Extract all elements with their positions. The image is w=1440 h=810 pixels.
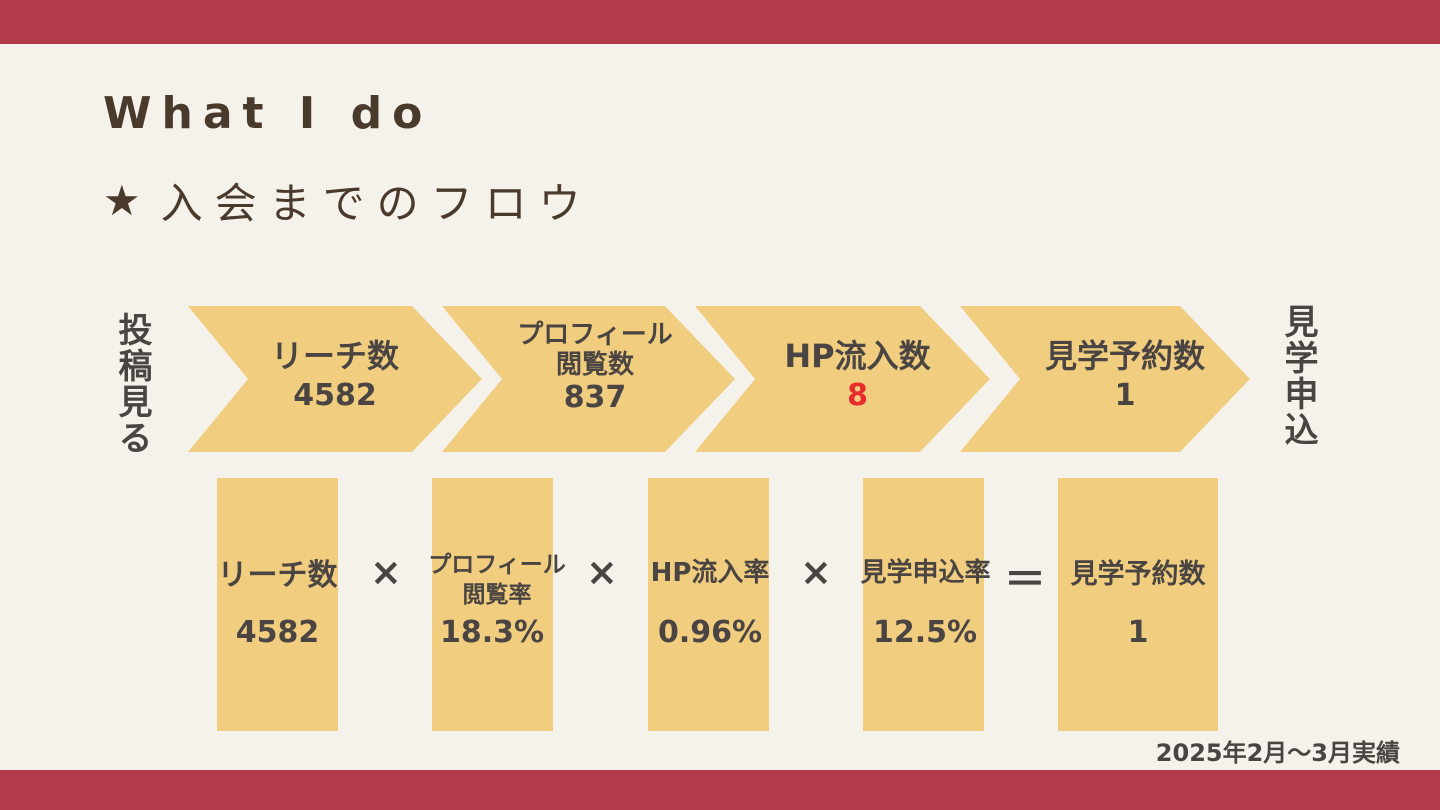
top-accent-bar	[0, 0, 1440, 44]
calc-value-visit-rate: 12.5%	[872, 615, 978, 650]
star-icon: ★	[103, 176, 153, 225]
calc-label-profile: プロフィール 閲覧率	[412, 550, 582, 610]
calc-label-reach: リーチ数	[217, 558, 338, 593]
calc-label-line2: 閲覧率	[462, 582, 532, 608]
calc-label-hp-rate: HP流入率	[650, 558, 770, 588]
page-subtitle: ★ 入会までのフロウ	[103, 170, 593, 231]
flow-step-value: 8	[847, 378, 868, 413]
calc-column-2	[432, 478, 553, 731]
flow-end-label: 見学申込	[1278, 304, 1318, 448]
calc-column-1	[217, 478, 338, 731]
flow-step-hp: HP流入数 8	[745, 338, 970, 413]
calc-column-5	[1058, 478, 1218, 731]
calc-value-hp-rate: 0.96%	[657, 615, 763, 650]
flow-step-label-line1: プロフィール	[517, 320, 673, 350]
multiply-icon: ×	[370, 550, 402, 594]
calc-column-4	[863, 478, 984, 731]
calc-column-3	[648, 478, 769, 731]
flow-step-value: 837	[563, 380, 627, 415]
equals-icon: ＝	[1004, 555, 1047, 604]
flow-step-value: 1	[1114, 378, 1136, 413]
subtitle-text: 入会までのフロウ	[160, 179, 593, 228]
flow-step-label: HP流入数	[784, 337, 931, 375]
calc-value-profile-rate: 18.3%	[439, 615, 545, 650]
calc-label-visit-count: 見学予約数	[1070, 559, 1206, 590]
calc-label-line1: プロフィール	[428, 552, 566, 578]
bottom-accent-bar	[0, 770, 1440, 810]
flow-step-visit: 見学予約数 1	[1010, 338, 1240, 413]
chevron-2	[442, 306, 735, 452]
multiply-icon: ×	[586, 550, 618, 594]
calc-value-visit-count: 1	[1127, 615, 1149, 650]
flow-step-profile: プロフィール 閲覧数 837	[480, 320, 710, 415]
chevron-4	[960, 306, 1250, 452]
page-title: What I do	[103, 88, 433, 139]
calc-value-reach: 4582	[235, 615, 320, 650]
flow-step-label-line2: 閲覧数	[555, 350, 634, 380]
chevron-1	[188, 306, 482, 452]
flow-step-label: リーチ数	[270, 337, 399, 375]
flow-step-value: 4582	[293, 378, 377, 413]
flow-start-label: 投稿見る	[112, 312, 152, 456]
multiply-icon: ×	[800, 550, 832, 594]
flow-step-label: 見学予約数	[1044, 337, 1205, 375]
chevron-3	[695, 306, 990, 452]
flow-step-reach: リーチ数 4582	[230, 338, 440, 413]
calc-label-visit-rate: 見学申込率	[860, 558, 991, 588]
period-footnote: 2025年2月～3月実績	[1155, 739, 1400, 767]
